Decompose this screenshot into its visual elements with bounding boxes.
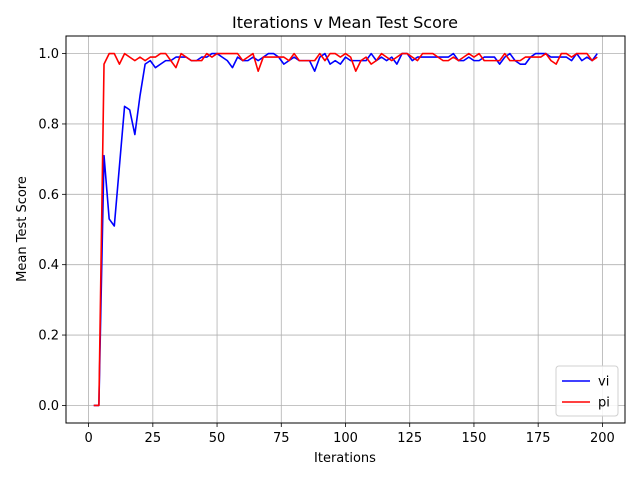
legend: vi pi [555,365,619,417]
y-axis-label: Mean Test Score [15,176,30,282]
x-tick-label: 75 [273,431,290,446]
x-tick-label: 200 [590,431,615,446]
legend-box [555,365,619,417]
legend-label-pi: pi [598,396,610,411]
y-tick-label: 0.2 [38,329,59,344]
y-tick-label: 0.4 [38,258,59,273]
x-tick-label: 25 [145,431,162,446]
x-axis-label: Iterations [314,451,376,466]
x-tick-label: 150 [462,431,487,446]
legend-label-vi: vi [598,375,609,390]
y-tick-label: 1.0 [38,47,59,62]
axis-ticks: 0 25 50 75 100 125 150 175 200 0.0 0.2 0.4 0.6 0.8 1.0 [38,47,614,446]
series-line-pi [93,52,598,407]
chart-title: Iterations v Mean Test Score [232,13,458,32]
y-tick-label: 0.8 [38,117,59,132]
series-layer [93,52,598,407]
series-line-vi [93,52,598,407]
x-tick-label: 50 [209,431,226,446]
x-tick-label: 125 [397,431,422,446]
y-tick-label: 0.6 [38,188,59,203]
y-tick-label: 0.0 [38,399,59,414]
x-tick-label: 175 [526,431,551,446]
x-tick-label: 100 [333,431,358,446]
x-tick-label: 0 [84,431,92,446]
grid-lines [66,36,625,423]
